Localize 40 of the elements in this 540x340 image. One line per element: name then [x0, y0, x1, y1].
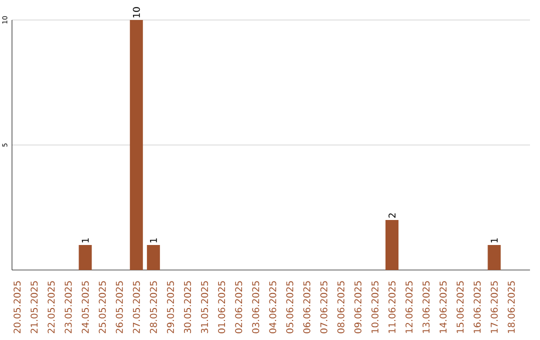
bar	[78, 245, 92, 270]
x-tick-label: 28.05.2025	[150, 281, 157, 334]
x-tick-label: 16.06.2025	[474, 281, 481, 333]
x-tick-label: 03.06.2025	[252, 281, 260, 334]
x-tick-label: 23.05.2025	[64, 281, 72, 334]
x-tick-label: 09.06.2025	[354, 281, 362, 334]
bar	[146, 245, 160, 270]
x-tick-label: 18.06.2025	[508, 281, 515, 333]
x-tick-label: 12.06.2025	[406, 281, 413, 333]
x-tick-label: 06.06.2025	[303, 281, 310, 334]
x-tick-label: 01.06.2025	[218, 281, 226, 334]
x-tick-label: 29.05.2025	[166, 281, 174, 334]
bar	[385, 220, 398, 270]
x-tick-label: 30.05.2025	[184, 281, 192, 334]
bar	[488, 245, 501, 270]
x-tick-label: 08.06.2025	[337, 281, 344, 334]
x-tick-label: 14.06.2025	[440, 281, 447, 333]
x-tick-label: 20.05.2025	[14, 281, 21, 334]
x-tick-label: 04.06.2025	[269, 281, 276, 334]
x-tick-label: 07.06.2025	[320, 281, 328, 334]
data-label: 2	[388, 213, 396, 218]
data-label: 1	[150, 238, 157, 242]
x-tick-label: 10.06.2025	[371, 281, 378, 333]
x-tick-label: 25.05.2025	[98, 281, 106, 334]
data-label: 10	[132, 7, 140, 18]
x-tick-label: 17.06.2025	[490, 281, 498, 333]
x-tick-label: 11.06.2025	[388, 281, 396, 333]
x-tick-label: 22.05.2025	[48, 281, 55, 334]
bar	[130, 20, 143, 270]
x-tick-label: 13.06.2025	[422, 281, 430, 333]
data-label: 1	[490, 238, 498, 242]
x-tick-label: 02.06.2025	[235, 281, 242, 334]
x-tick-label: 26.05.2025	[116, 281, 123, 334]
data-label: 1	[82, 238, 89, 242]
x-tick-label: 05.06.2025	[286, 281, 294, 334]
x-tick-label: 27.05.2025	[132, 281, 140, 334]
x-tick-label: 24.05.2025	[82, 281, 89, 334]
x-tick-label: 31.05.2025	[201, 281, 208, 334]
x-tick-label: 15.06.2025	[456, 281, 464, 333]
x-tick-label: 21.05.2025	[30, 281, 38, 334]
